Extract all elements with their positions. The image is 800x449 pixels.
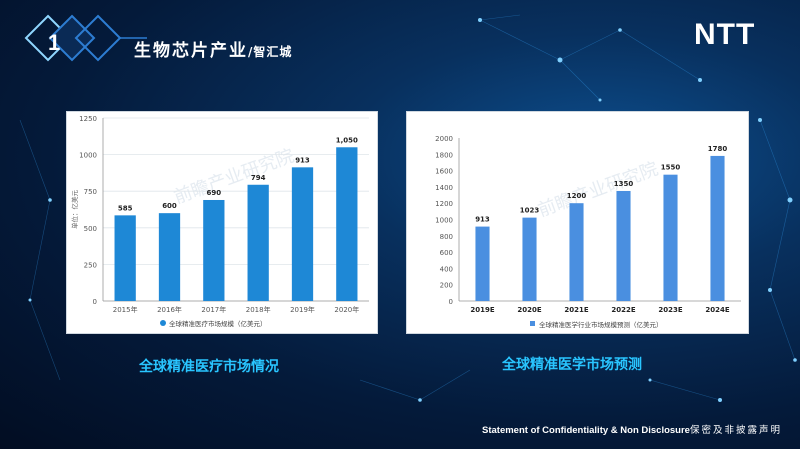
left-x-tick-label: 2018年 xyxy=(246,305,271,314)
left-data-label: 585 xyxy=(118,204,133,212)
page-title: 生物芯片产业/智汇城 xyxy=(134,36,292,61)
chart-panel-left: 前瞻产业研究院 0 250 500 750 1000 1250 单位：亿美元 585 2015年 6… xyxy=(66,111,378,334)
left-data-label: 794 xyxy=(251,174,266,182)
left-bar xyxy=(114,215,136,301)
right-data-label: 1350 xyxy=(614,180,634,188)
statement-en: Statement of Confidentiality & Non Discl… xyxy=(482,425,690,436)
left-data-label: 1,050 xyxy=(336,136,358,144)
right-data-label: 1200 xyxy=(567,192,587,200)
right-bar xyxy=(522,217,537,301)
right-y-tick-label: 2000 xyxy=(435,135,453,143)
right-y-tick-label: 1200 xyxy=(435,200,453,208)
left-y-tick-label: 1250 xyxy=(79,115,97,123)
right-y-tick-label: 600 xyxy=(440,249,453,257)
bar-chart-right: 前瞻产业研究院 0 200 400 600 800 1000 1200 1400 1600 1800… xyxy=(435,135,741,329)
right-data-label: 1023 xyxy=(520,207,540,215)
right-y-tick-label: 1400 xyxy=(435,184,453,192)
section-number: 1 xyxy=(48,30,61,55)
left-data-label: 690 xyxy=(207,189,222,197)
right-bar xyxy=(616,190,631,301)
left-data-label: 600 xyxy=(162,202,177,210)
left-x-tick-label: 2019年 xyxy=(290,305,315,314)
right-watermark: 前瞻产业研究院 xyxy=(535,158,661,221)
left-y-tick-label: 250 xyxy=(84,261,97,269)
right-y-tick-label: 1600 xyxy=(435,168,453,176)
statement-cn: 保密及非披露声明 xyxy=(689,425,782,436)
right-y-tick-label: 200 xyxy=(440,282,453,290)
right-legend-label: 全球精准医学行业市场规模预测（亿美元） xyxy=(539,320,663,329)
right-data-label: 1550 xyxy=(661,164,681,172)
right-data-label: 913 xyxy=(475,216,490,224)
left-bar xyxy=(158,213,181,301)
left-bar xyxy=(336,147,358,301)
right-y-tick-label: 1800 xyxy=(435,151,453,159)
right-data-label: 1780 xyxy=(708,145,728,153)
right-legend-marker xyxy=(530,321,535,326)
right-x-tick-label: 2024E xyxy=(705,306,729,314)
left-y-tick-label: 1000 xyxy=(79,152,97,160)
left-legend-marker xyxy=(160,320,166,326)
caption-left: 全球精准医疗市场情况 xyxy=(139,359,279,375)
right-x-tick-label: 2020E xyxy=(517,306,541,314)
left-y-label: 单位：亿美元 xyxy=(70,190,79,230)
left-bar xyxy=(203,199,225,301)
number-badge xyxy=(24,14,147,62)
right-bar xyxy=(710,155,725,301)
right-y-tick-label: 400 xyxy=(440,265,453,273)
left-x-tick-label: 2015年 xyxy=(113,305,138,314)
right-x-tick-label: 2019E xyxy=(470,306,494,314)
left-bar xyxy=(291,167,314,301)
ntt-logo: NTT xyxy=(694,18,756,51)
right-x-tick-label: 2022E xyxy=(611,306,635,314)
confidentiality-statement: Statement of Confidentiality & Non Discl… xyxy=(482,422,782,436)
page-subtitle: /智汇城 xyxy=(248,45,293,59)
left-legend-label: 全球精准医疗市场规模（亿美元） xyxy=(169,319,267,328)
left-y-tick-label: 750 xyxy=(84,188,97,196)
left-y-tick-label: 0 xyxy=(93,298,97,306)
right-bar xyxy=(569,203,584,301)
right-bar xyxy=(663,174,678,301)
left-bar xyxy=(247,184,269,301)
page-title-text: 生物芯片产业 xyxy=(134,41,248,61)
right-y-tick-label: 800 xyxy=(440,233,453,241)
right-y-tick-label: 0 xyxy=(449,298,453,306)
right-x-tick-label: 2023E xyxy=(658,306,682,314)
header: 1 生物芯片产业/智汇城 NTT xyxy=(0,0,800,90)
right-x-tick-label: 2021E xyxy=(564,306,588,314)
left-x-tick-label: 2016年 xyxy=(157,305,182,314)
left-data-label: 913 xyxy=(295,156,310,164)
chart-panel-right: 前瞻产业研究院 0 200 400 600 800 1000 1200 1400 1600 1800… xyxy=(406,111,749,334)
left-x-tick-label: 2017年 xyxy=(201,305,226,314)
left-y-tick-label: 500 xyxy=(84,225,97,233)
right-y-tick-label: 1000 xyxy=(435,217,453,225)
caption-right: 全球精准医学市场预测 xyxy=(502,357,642,373)
left-x-tick-label: 2020年 xyxy=(334,305,359,314)
right-bar xyxy=(475,226,490,301)
